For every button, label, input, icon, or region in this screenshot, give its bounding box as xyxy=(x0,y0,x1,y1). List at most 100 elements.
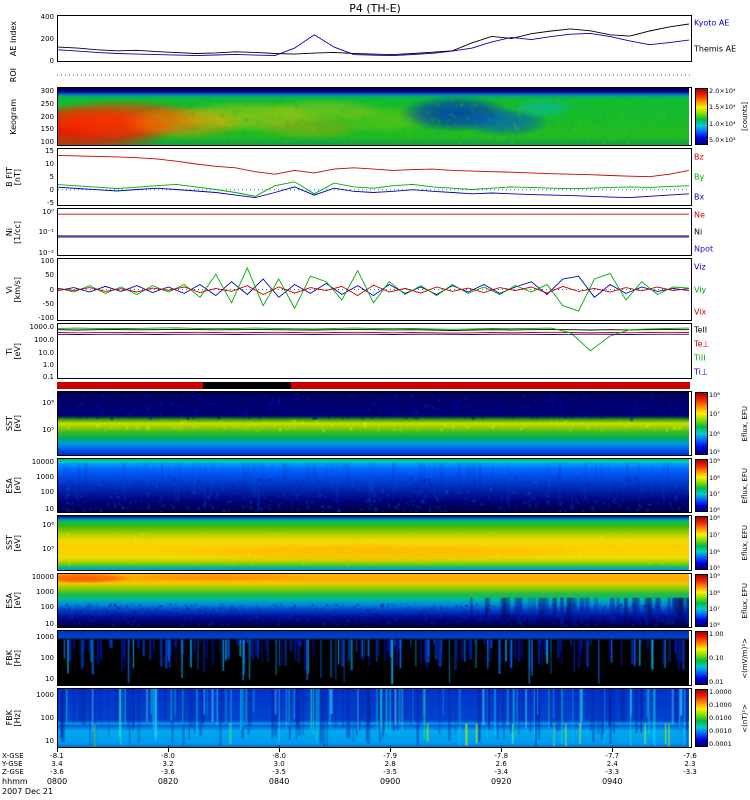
trace-label-te⊥: Te⊥ xyxy=(694,339,710,349)
vi-yticks: 100 50 0 -50 -100 xyxy=(27,257,56,322)
vi-trace-labels: Viz Viy Vix xyxy=(694,258,749,321)
bfit-plot-area xyxy=(57,148,692,206)
fbk2-plot-area xyxy=(57,688,692,748)
ytick-label: 100 xyxy=(40,488,54,497)
vi-line-plot xyxy=(58,266,689,312)
ytick-label: -50 xyxy=(42,299,54,308)
ytick-label: 10⁵ xyxy=(42,426,54,434)
sst1-colorbar xyxy=(695,392,708,455)
roi-plot-area xyxy=(57,66,690,84)
panel-sst1: SST [eV] 10⁶ 10⁵ 10⁸ 10⁷ 10⁶ 10⁵ Eflux, EFU xyxy=(0,391,750,456)
ytick-label: 100.0 xyxy=(33,335,54,344)
colorbar-tick-label: 1.00 xyxy=(709,630,724,639)
ae-plot-area xyxy=(57,15,692,62)
esa1-plot-area xyxy=(57,458,692,513)
ytick-label: 5 xyxy=(49,173,54,181)
panel-bfit: B FIT [nT] 15 10 5 0 -5 Bz By Bx xyxy=(0,147,750,207)
colorbar-tick-label: 10⁸ xyxy=(709,588,720,597)
eph-value: 2.4 xyxy=(606,760,618,768)
sst1-yticks: 10⁶ 10⁵ xyxy=(27,391,56,456)
esa2-colorbar xyxy=(695,574,708,627)
time-tickmark xyxy=(279,746,281,752)
ni-axis-unit-text: [1/cc] xyxy=(13,220,22,244)
time-tick-label: 0940 xyxy=(602,777,623,786)
esa2-yticks: 10000 1000 100 10 xyxy=(27,573,56,628)
ytick-label: 150 xyxy=(40,125,54,134)
eph-value: 2.6 xyxy=(495,760,507,768)
ni-axis-label: Ni [1/cc] xyxy=(1,208,27,256)
colorbar-tick-label: 10⁷ xyxy=(709,490,720,499)
vi-axis-label: Vi [km/s] xyxy=(1,258,27,321)
ae-axis-label: AE Index xyxy=(1,15,27,62)
eph-value: -3.3 xyxy=(683,768,697,776)
colorbar-tick-label: 10⁷ xyxy=(709,410,720,419)
roi-line-plot xyxy=(57,74,690,76)
keo-colorbar-ticks: 2.0×10⁴ 1.5×10⁴ 1.0×10⁴ 5.0×10³ xyxy=(709,87,739,146)
trace-label-tiii: TiII xyxy=(694,353,706,363)
sst2-axis-label: SST [eV] xyxy=(1,515,27,571)
colorbar-tick-label: 0.10 xyxy=(709,654,724,662)
flag-segment xyxy=(202,382,292,389)
ni-line-plot xyxy=(58,213,689,238)
trace-label-teii: TeII xyxy=(694,325,708,335)
eph-value: -7.7 xyxy=(605,752,620,760)
ti-line-plot xyxy=(58,327,689,352)
eph-value: -3.6 xyxy=(50,768,64,776)
panel-esa1: ESA [eV] 10000 1000 100 10 10⁹ 10⁸ 10⁷ 10⁶ Eflux, … xyxy=(0,457,750,513)
colorbar-tick-label: 1.5×10⁴ xyxy=(709,103,736,112)
ytick-label: -100 xyxy=(38,313,54,322)
ytick-label: 10000 xyxy=(31,573,54,582)
series-te⊥ xyxy=(58,331,689,334)
ae-axis-label-text: AE Index xyxy=(8,20,18,57)
ytick-label: 100 xyxy=(40,654,54,662)
trace-label-ti⊥: Ti⊥ xyxy=(694,367,708,377)
sst2-colorbar-ticks: 10⁸ 10⁷ 10⁶ 10⁵ xyxy=(709,514,739,571)
ni-plot-area xyxy=(57,208,692,256)
sst2-colorbar-unit: Eflux, EFU xyxy=(739,515,750,571)
series-bx xyxy=(58,186,689,199)
ni-trace-labels: Ne Ni Npot xyxy=(694,208,749,256)
vi-axis-unit-text: [km/s] xyxy=(13,276,22,303)
keo-yticks: 300 250 200 150 100 xyxy=(27,87,56,147)
ytick-label: 10 xyxy=(45,159,54,168)
ytick-label: 50 xyxy=(45,271,54,279)
colorbar-tick-label: 10⁸ xyxy=(709,390,720,399)
colorbar-tick-label: 0.0100 xyxy=(709,714,732,722)
series-viz xyxy=(58,275,689,298)
trace-label-ne: Ne xyxy=(694,210,705,220)
fbk2-colorbar-unit: <(nT)²> xyxy=(739,688,750,748)
ytick-label: 100 xyxy=(40,257,54,266)
eph-row-label-y-gse: Y-GSE xyxy=(2,760,23,768)
panel-keo: Keogram 300 250 200 150 100 2.0×10⁴ 1.5×10⁴ 1.0×… xyxy=(0,87,750,147)
eph-row-label-x-gse: X-GSE xyxy=(2,752,24,760)
ytick-label: 10⁶ xyxy=(42,398,54,407)
fbk1-axis-unit-text: [Hz] xyxy=(13,649,22,667)
colorbar-tick-label: 2.0×10⁴ xyxy=(709,86,736,95)
sst2-yticks: 10⁶ 10⁵ xyxy=(27,515,56,571)
esa1-colorbar-unit: Eflux, EFU xyxy=(739,458,750,513)
panel-ni: Ni [1/cc] 10⁰ 10⁻¹ 10⁻² Ne Ni Npot xyxy=(0,208,750,257)
esa2-colorbar-unit: Eflux, EFU xyxy=(739,573,750,628)
fbk1-colorbar-unit-text: <(mV/m)²> xyxy=(740,637,749,679)
panel-sst2: SST [eV] 10⁶ 10⁵ 10⁸ 10⁷ 10⁶ 10⁵ Eflux, EFU xyxy=(0,514,750,571)
ytick-label: 100 xyxy=(40,138,54,147)
trace-label-vix: Vix xyxy=(694,307,707,317)
fbk1-axis-label: FBK [Hz] xyxy=(1,630,27,686)
series-by xyxy=(58,181,689,197)
series-kyoto-ae xyxy=(58,32,689,57)
bfit-axis-label: B FIT [nT] xyxy=(1,148,27,206)
esa1-spectrogram xyxy=(58,459,689,512)
eph-value: -3.6 xyxy=(161,768,175,776)
keo-colorbar xyxy=(695,88,708,145)
keo-spectrogram xyxy=(58,88,689,145)
ytick-label: 100 xyxy=(40,714,54,722)
ti-trace-labels: TeII Te⊥ TiII Ti⊥ xyxy=(694,323,749,379)
colorbar-tick-label: 10⁶ xyxy=(709,547,720,556)
fbk2-spectrogram xyxy=(58,689,689,747)
eph-value: -3.5 xyxy=(272,768,286,776)
esa1-yticks: 10000 1000 100 10 xyxy=(27,458,56,513)
sst1-axis-unit-text: [eV] xyxy=(13,415,22,432)
eph-value: 2.3 xyxy=(684,760,696,768)
colorbar-tick-label: 1.0000 xyxy=(709,687,732,696)
